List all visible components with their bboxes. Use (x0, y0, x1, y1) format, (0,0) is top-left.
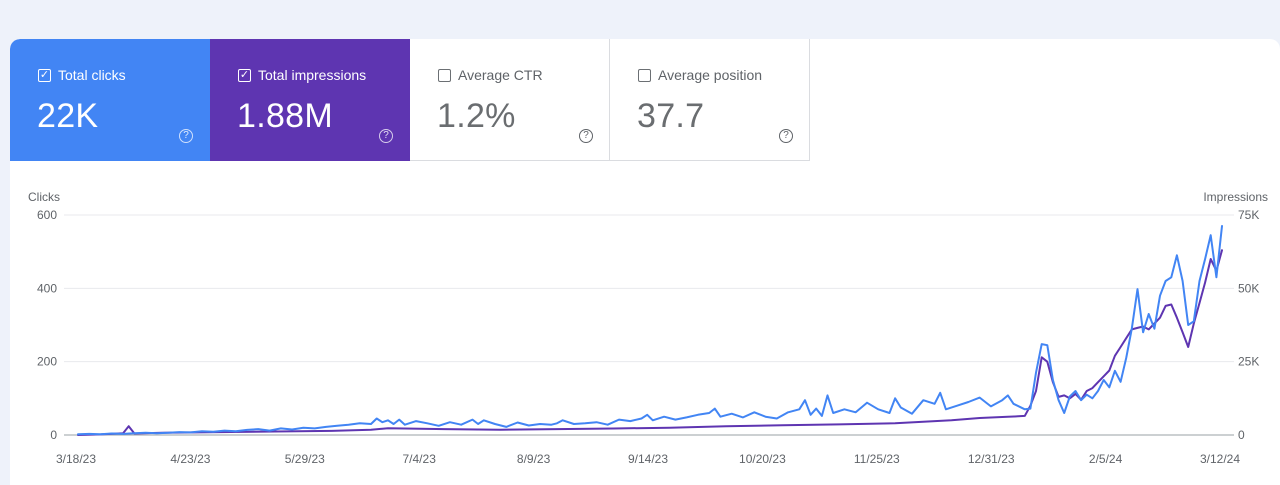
metric-value: 37.7 (637, 97, 705, 135)
metric-tile-header: ✓ Total impressions (238, 67, 366, 83)
help-icon[interactable]: ? (179, 129, 193, 143)
x-tick-label: 8/9/23 (517, 452, 551, 466)
x-tick-label: 2/5/24 (1089, 452, 1123, 466)
right-tick-label: 50K (1238, 281, 1259, 295)
metric-tile-average-position[interactable]: Average position 37.7 ? (610, 39, 810, 161)
x-tick-label: 4/23/23 (170, 452, 210, 466)
metric-value: 1.88M (237, 97, 333, 135)
checkbox-unchecked-icon[interactable] (438, 68, 451, 82)
metric-label: Average CTR (458, 67, 543, 83)
metric-tile-total-clicks[interactable]: ✓ Total clicks 22K ? (10, 39, 210, 161)
help-icon[interactable]: ? (779, 129, 793, 143)
x-tick-label: 5/29/23 (285, 452, 325, 466)
right-tick-label: 25K (1238, 355, 1259, 369)
x-tick-label: 12/31/23 (968, 452, 1015, 466)
x-axis-ticks: 3/18/23 4/23/23 5/29/23 7/4/23 8/9/23 9/14/23… (56, 452, 1240, 466)
left-tick-label: 0 (50, 428, 57, 442)
x-tick-label: 10/20/23 (739, 452, 786, 466)
x-tick-label: 9/14/23 (628, 452, 668, 466)
right-tick-label: 0 (1238, 428, 1245, 442)
left-axis-ticks: 0 200 400 600 (37, 208, 57, 442)
metric-tile-average-ctr[interactable]: Average CTR 1.2% ? (410, 39, 610, 161)
metric-value: 1.2% (437, 97, 516, 135)
left-axis-title: Clicks (28, 190, 60, 204)
right-tick-label: 75K (1238, 208, 1259, 222)
clicks-series-line (77, 225, 1223, 436)
left-tick-label: 400 (37, 281, 57, 295)
right-axis-ticks: 0 25K 50K 75K (1238, 208, 1259, 442)
metric-tiles: ✓ Total clicks 22K ? ✓ Total impressions… (10, 39, 810, 161)
metric-label: Total clicks (58, 67, 126, 83)
performance-card: ✓ Total clicks 22K ? ✓ Total impressions… (10, 39, 1280, 485)
checkbox-checked-icon[interactable]: ✓ (38, 68, 51, 82)
metric-label: Average position (658, 67, 763, 83)
impressions-series-line (77, 249, 1223, 436)
metric-tile-total-impressions[interactable]: ✓ Total impressions 1.88M ? (210, 39, 410, 161)
x-tick-label: 7/4/23 (403, 452, 437, 466)
x-tick-label: 3/18/23 (56, 452, 96, 466)
checkbox-unchecked-icon[interactable] (638, 68, 651, 82)
metric-value: 22K (37, 97, 99, 135)
help-icon[interactable]: ? (379, 129, 393, 143)
metric-tile-header: Average position (638, 67, 762, 83)
metric-tile-header: Average CTR (438, 67, 543, 83)
series-lines (77, 225, 1223, 436)
help-icon[interactable]: ? (579, 129, 593, 143)
left-tick-label: 200 (37, 355, 57, 369)
right-axis-title: Impressions (1203, 190, 1268, 204)
x-tick-label: 3/12/24 (1200, 452, 1240, 466)
x-tick-label: 11/25/23 (854, 452, 900, 466)
left-tick-label: 600 (37, 208, 57, 222)
metric-label: Total impressions (258, 67, 367, 83)
metric-tile-header: ✓ Total clicks (38, 67, 126, 83)
checkbox-checked-icon[interactable]: ✓ (238, 68, 251, 82)
